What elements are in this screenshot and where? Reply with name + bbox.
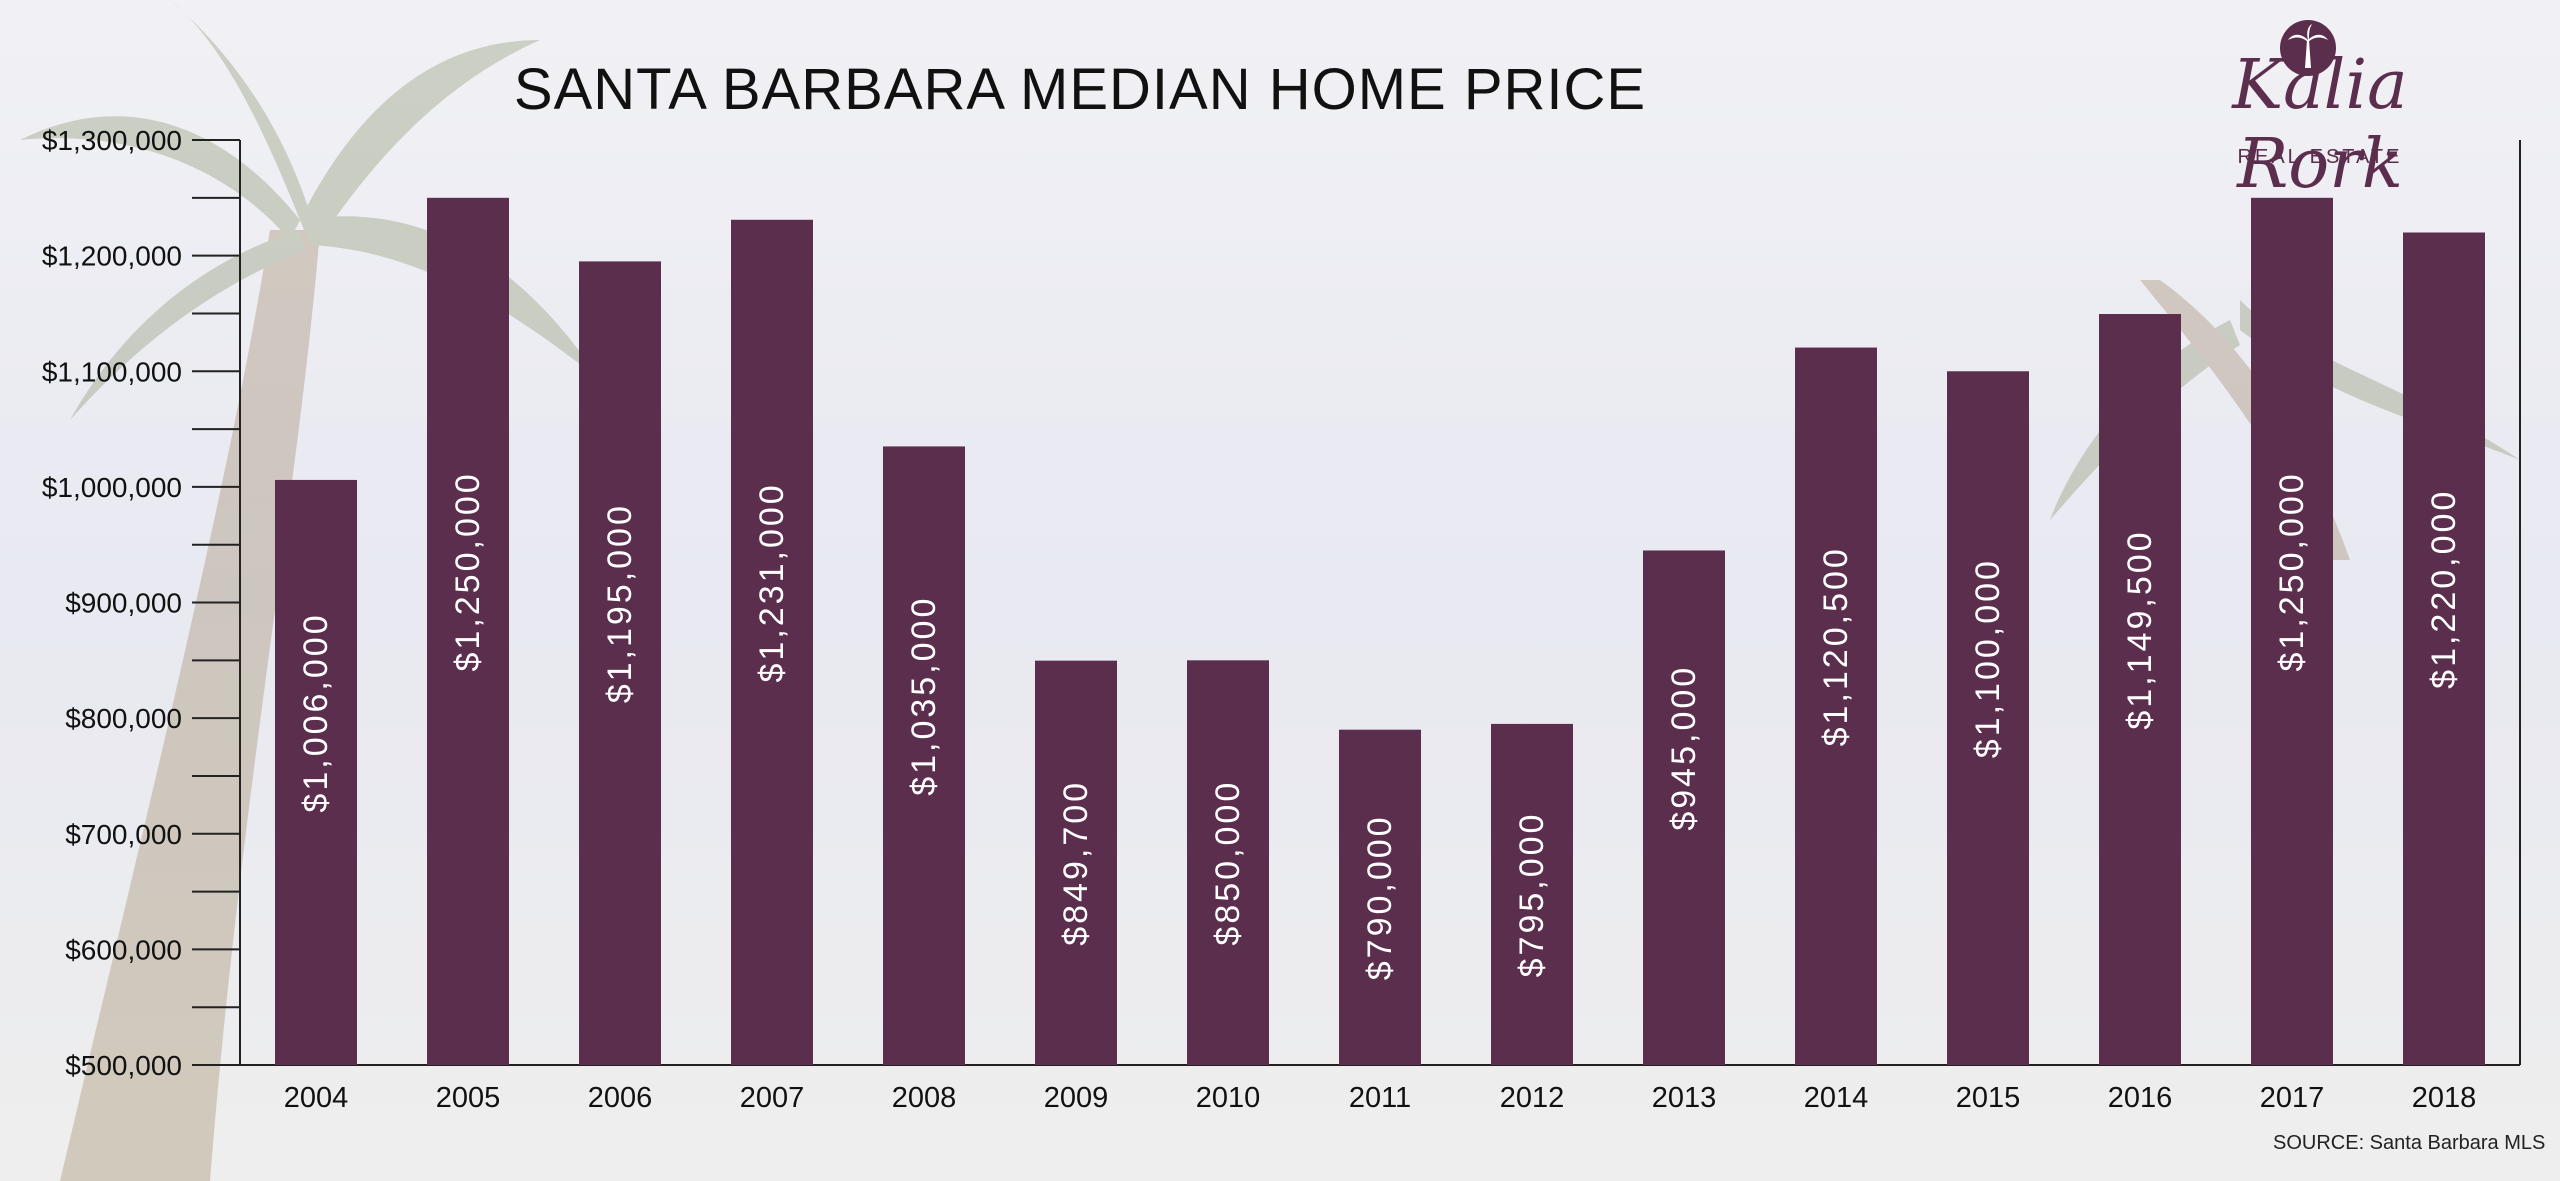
- x-tick-label: 2004: [284, 1082, 349, 1114]
- bar-value-label: $1,035,000: [905, 596, 943, 796]
- bar: [883, 446, 965, 1065]
- x-tick-label: 2005: [436, 1082, 501, 1114]
- x-tick-label: 2009: [1044, 1082, 1109, 1114]
- bar-value-label: $1,231,000: [753, 482, 791, 682]
- bar-value-label: $945,000: [1665, 665, 1703, 831]
- bar: [731, 219, 813, 1065]
- bar: [275, 479, 357, 1065]
- bar: [1643, 550, 1725, 1065]
- x-tick-label: 2006: [588, 1082, 653, 1114]
- x-tick-label: 2012: [1500, 1082, 1565, 1114]
- bar: [1947, 371, 2029, 1065]
- bar-value-label: $790,000: [1361, 814, 1399, 980]
- chart-title-text: SANTA BARBARA MEDIAN HOME PRICE: [513, 57, 1647, 122]
- y-tick-label: $600,000: [65, 934, 182, 965]
- x-tick-label: 2011: [1349, 1082, 1411, 1114]
- bar: [2251, 197, 2333, 1065]
- bar: [1795, 347, 1877, 1065]
- y-tick-label: $800,000: [65, 703, 182, 734]
- bar-value-label: $850,000: [1209, 780, 1247, 946]
- bar: [579, 261, 661, 1065]
- y-tick-label: $700,000: [65, 819, 182, 850]
- bar-value-label: $1,220,000: [2425, 489, 2463, 689]
- x-tick-label: 2014: [1804, 1082, 1869, 1114]
- palm-logo-icon: [2280, 20, 2336, 76]
- bar-value-label: $795,000: [1513, 812, 1551, 978]
- y-tick-label: $1,200,000: [42, 241, 182, 272]
- x-tick-label: 2018: [2412, 1082, 2477, 1114]
- bar-value-label: $849,700: [1057, 780, 1095, 946]
- x-tick-label: 2008: [892, 1082, 957, 1114]
- y-tick-label: $900,000: [65, 588, 182, 619]
- x-tick-label: 2015: [1956, 1082, 2021, 1114]
- brand-subtitle: REAL ESTATE: [2237, 146, 2403, 168]
- y-tick-label: $1,300,000: [42, 125, 182, 156]
- x-tick-label: 2017: [2260, 1082, 2325, 1114]
- y-tick-label: $500,000: [65, 1050, 182, 1081]
- x-tick-label: 2013: [1652, 1082, 1717, 1114]
- bar: [1187, 660, 1269, 1065]
- bar-value-label: $1,149,500: [2121, 529, 2159, 729]
- bar: [1035, 660, 1117, 1065]
- bar: [1339, 729, 1421, 1065]
- bar: [2099, 314, 2181, 1065]
- source-note: SOURCE: Santa Barbara MLS: [2273, 1132, 2546, 1154]
- bar-value-label: $1,100,000: [1969, 558, 2007, 758]
- bar-value-label: $1,250,000: [2273, 471, 2311, 671]
- x-tick-label: 2007: [740, 1082, 805, 1114]
- bar: [427, 197, 509, 1065]
- bar-value-label: $1,250,000: [449, 471, 487, 671]
- bar-value-label: $1,006,000: [297, 612, 335, 812]
- brand-name: Kalia Rork: [2232, 46, 2408, 204]
- brand-logo: Kalia Rork REAL ESTATE: [2170, 18, 2470, 204]
- y-tick-label: $1,000,000: [42, 472, 182, 503]
- bar: [2403, 232, 2485, 1065]
- bar: [1491, 723, 1573, 1065]
- bar-value-label: $1,120,500: [1817, 546, 1855, 746]
- chart-title: SANTA BARBARA MEDIAN HOME PRICE: [0, 56, 2560, 123]
- x-tick-label: 2016: [2108, 1082, 2173, 1114]
- y-tick-label: $1,100,000: [42, 356, 182, 387]
- x-tick-label: 2010: [1196, 1082, 1261, 1114]
- bar-value-label: $1,195,000: [601, 503, 639, 703]
